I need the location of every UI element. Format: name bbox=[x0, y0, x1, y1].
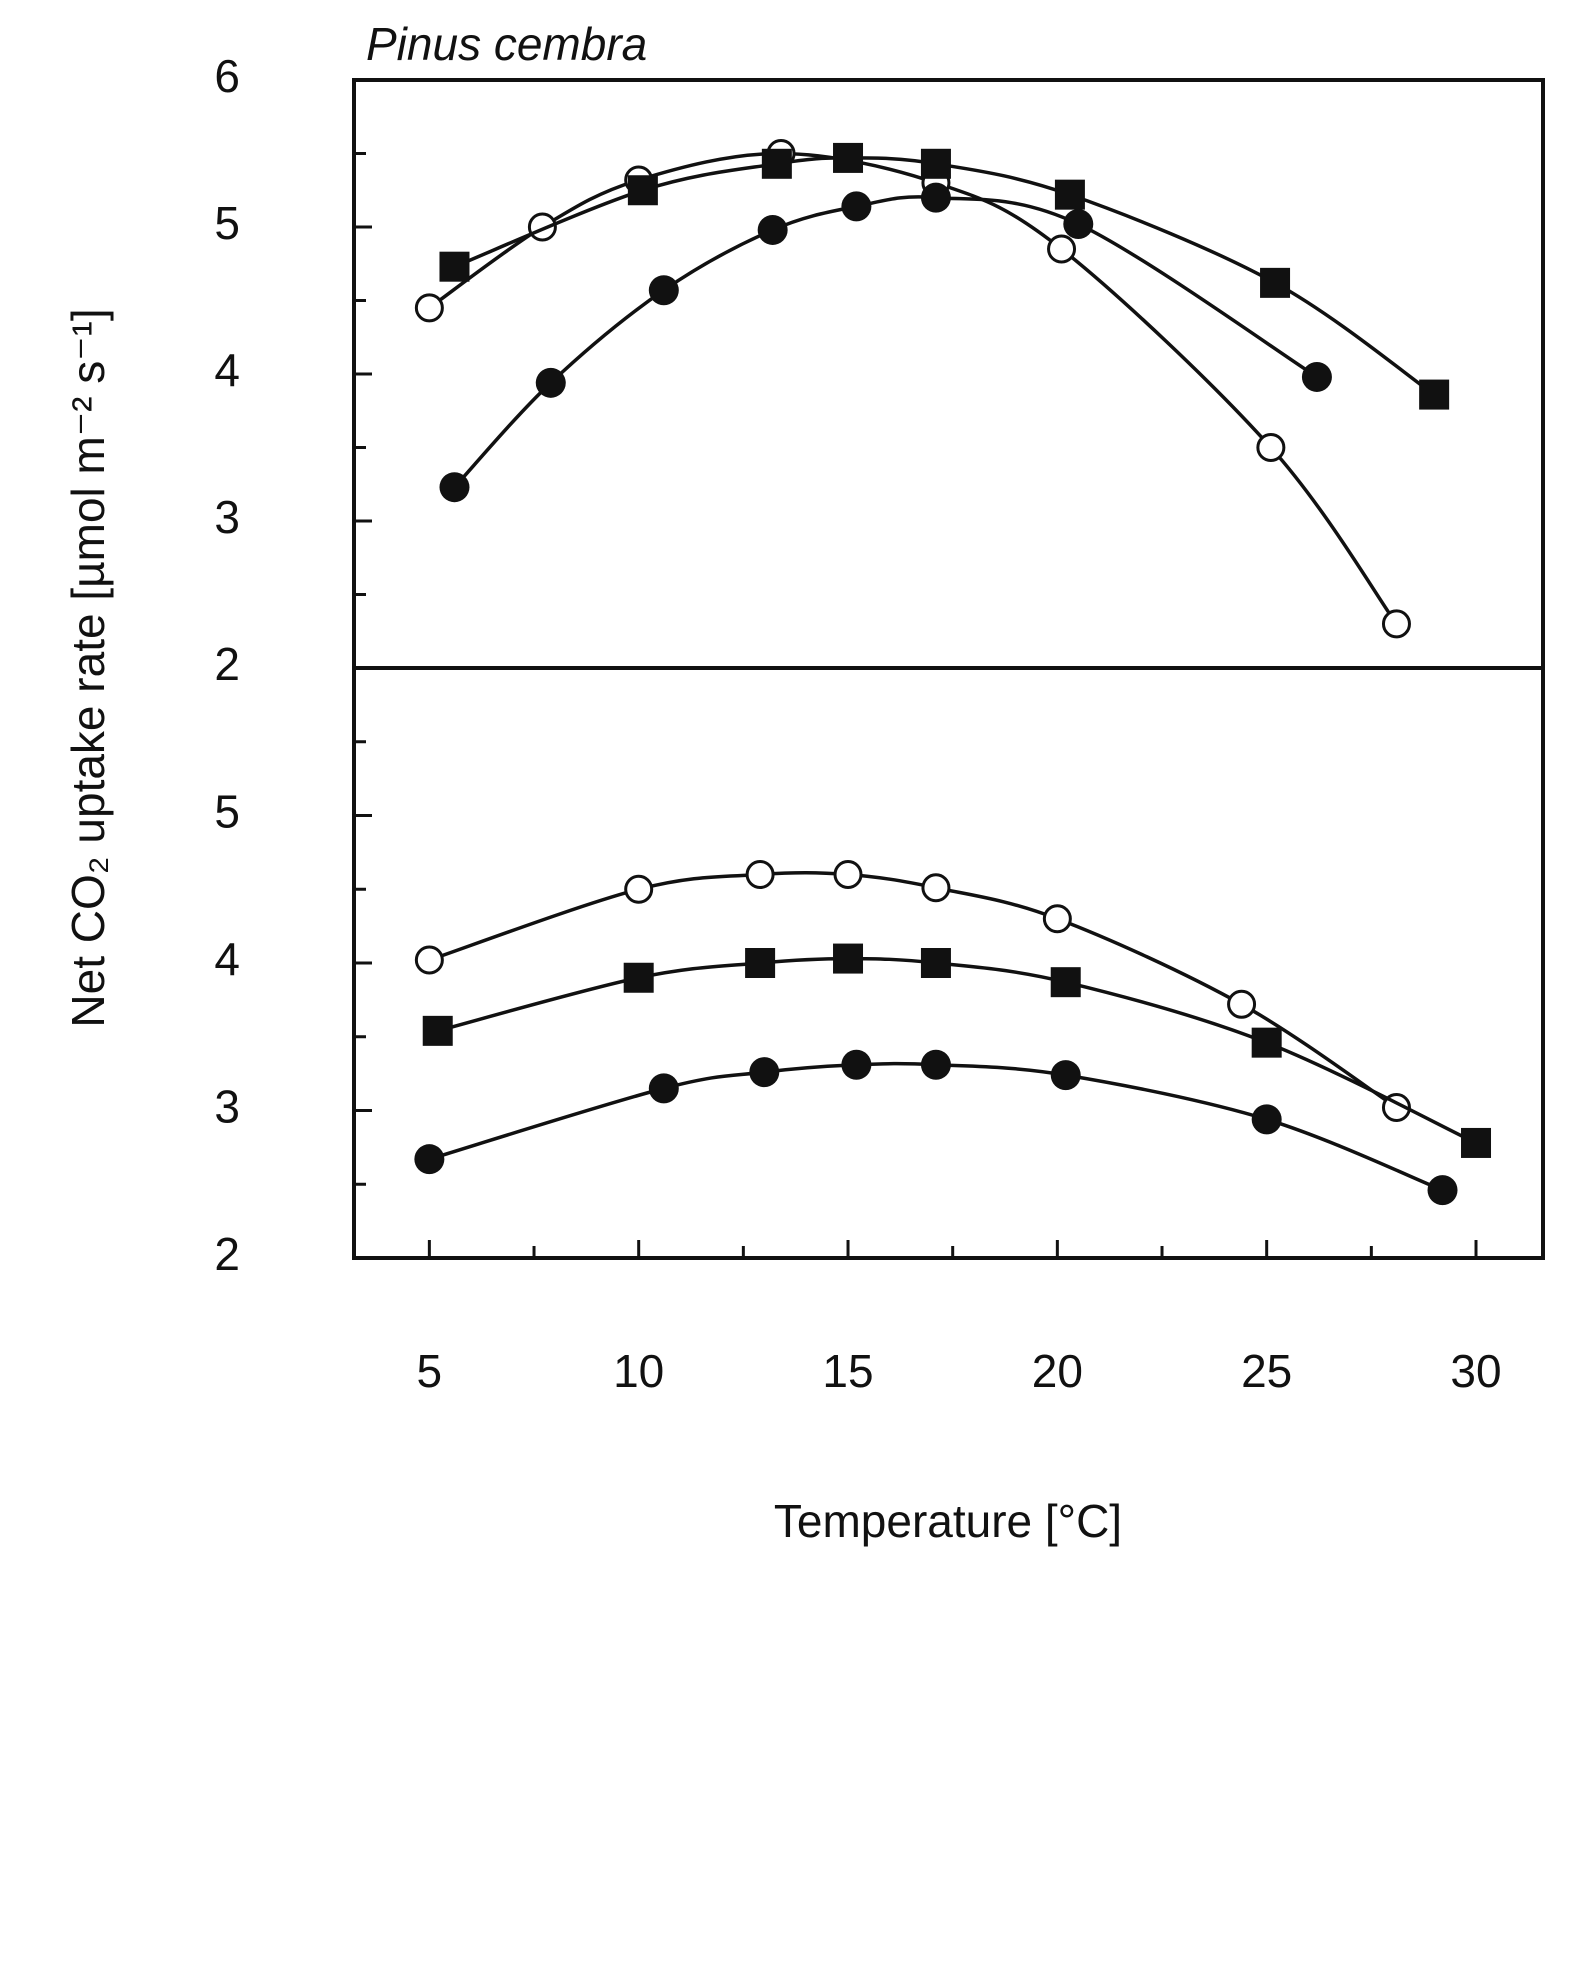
filled-marker bbox=[920, 1049, 951, 1080]
open-marker bbox=[414, 293, 444, 323]
y-axis-label: Net CO₂ uptake rate [µmol m⁻² s⁻¹] bbox=[62, 308, 114, 1027]
square-marker bbox=[833, 142, 864, 173]
x-tick-label: 10 bbox=[613, 1345, 664, 1397]
square-marker bbox=[920, 148, 951, 179]
filled-marker bbox=[648, 275, 679, 306]
filled-marker bbox=[439, 472, 470, 503]
y-tick-label: 3 bbox=[214, 1081, 240, 1133]
filled-marker bbox=[841, 1049, 872, 1080]
square-marker bbox=[745, 948, 776, 978]
square-marker bbox=[1251, 1027, 1282, 1058]
filled-marker bbox=[1063, 209, 1094, 240]
open-marker bbox=[745, 860, 775, 889]
open-marker bbox=[833, 860, 863, 889]
square-marker bbox=[1054, 179, 1085, 210]
y-tick-label: 4 bbox=[214, 933, 240, 985]
filled-marker bbox=[841, 191, 872, 222]
x-tick-label: 15 bbox=[822, 1345, 873, 1397]
filled-marker bbox=[749, 1057, 780, 1088]
x-tick-label: 5 bbox=[417, 1345, 443, 1397]
fit-curve bbox=[437, 956, 1477, 1145]
square-marker bbox=[439, 251, 470, 282]
x-tick-label: 25 bbox=[1241, 1345, 1292, 1397]
square-marker bbox=[1260, 267, 1291, 298]
fit-curve bbox=[428, 151, 1398, 625]
fit-curve bbox=[428, 1061, 1444, 1192]
x-tick-label: 30 bbox=[1450, 1345, 1501, 1397]
filled-marker bbox=[535, 367, 566, 398]
filled-marker bbox=[757, 214, 788, 245]
open-marker bbox=[624, 874, 654, 904]
square-marker bbox=[761, 148, 792, 179]
square-marker bbox=[1050, 967, 1081, 998]
square-marker bbox=[623, 962, 654, 993]
square-marker bbox=[920, 948, 951, 978]
y-tick-label: 5 bbox=[214, 786, 240, 838]
square-marker bbox=[1419, 379, 1450, 410]
y-tick-label: 6 bbox=[214, 50, 240, 102]
open-marker bbox=[414, 945, 444, 975]
filled-marker bbox=[414, 1144, 445, 1175]
square-marker bbox=[833, 943, 864, 974]
open-marker bbox=[921, 873, 951, 903]
y-tick-label: 2 bbox=[214, 1228, 240, 1280]
x-tick-label: 20 bbox=[1032, 1345, 1083, 1397]
filled-marker bbox=[1301, 361, 1332, 392]
filled-marker bbox=[920, 182, 951, 213]
x-axis-label: Temperature [°C] bbox=[774, 1495, 1122, 1547]
open-marker bbox=[1256, 433, 1286, 462]
y-tick-label: 3 bbox=[214, 491, 240, 543]
filled-marker bbox=[1427, 1175, 1458, 1206]
square-marker bbox=[422, 1015, 453, 1046]
open-marker bbox=[1042, 904, 1072, 934]
square-marker bbox=[627, 175, 658, 206]
open-marker bbox=[1227, 989, 1257, 1019]
open-marker bbox=[1381, 609, 1411, 639]
filled-marker bbox=[1050, 1060, 1081, 1091]
filled-marker bbox=[648, 1073, 679, 1104]
chart-title: Pinus cembra bbox=[366, 18, 647, 70]
square-marker bbox=[1461, 1127, 1492, 1158]
fit-curve bbox=[428, 870, 1398, 1110]
y-tick-label: 4 bbox=[214, 344, 240, 396]
fit-curve bbox=[453, 195, 1318, 489]
y-tick-label: 2 bbox=[214, 638, 240, 690]
open-marker bbox=[1047, 234, 1077, 264]
filled-marker bbox=[1251, 1104, 1282, 1135]
y-tick-label: 5 bbox=[214, 197, 240, 249]
